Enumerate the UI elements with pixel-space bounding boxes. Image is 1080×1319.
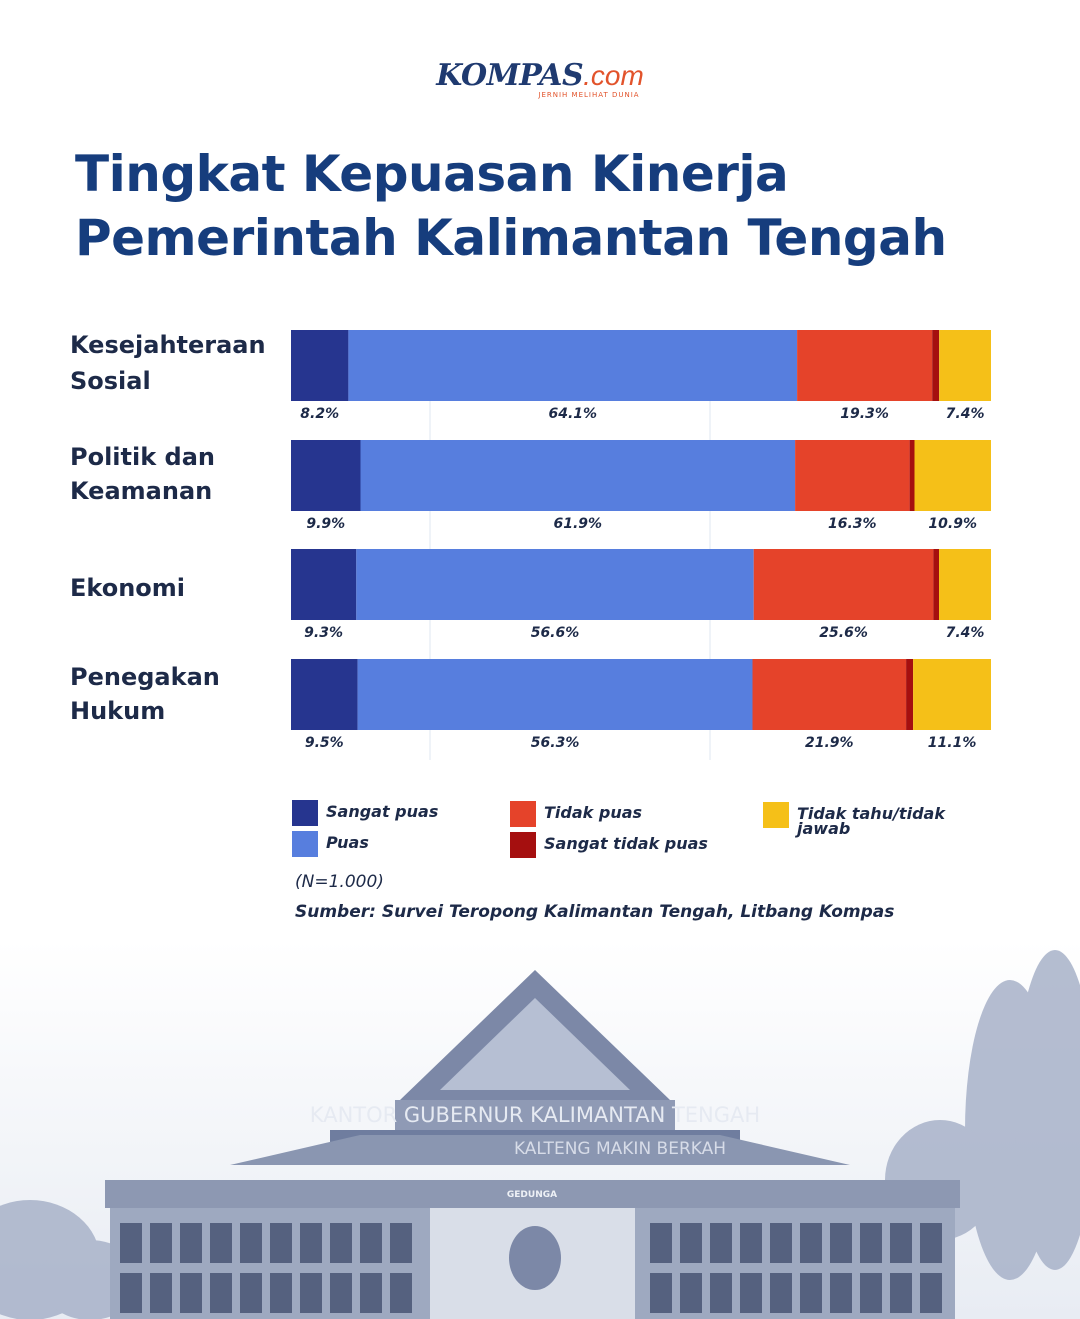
category-label-line: Kesejahteraan: [70, 331, 266, 359]
legend-swatch-tidak-puas: [510, 801, 536, 827]
category-label-line: Politik dan: [70, 443, 216, 471]
legend-swatch-puas: [292, 831, 318, 857]
kompas-logo: KOMPAS.com JERNIH MELIHAT DUNIA: [0, 58, 1080, 99]
bar-penegakan-hukum-sangat-tidak-puas: [906, 659, 914, 730]
legend-item-tidak-puas: Tidak puas: [510, 801, 642, 827]
data-label-politik-dan-keamanan-sangat-puas: 9.9%: [306, 516, 345, 532]
bar-politik-dan-keamanan-puas: [360, 440, 796, 511]
legend-swatch-tidak-tahu: [763, 802, 789, 828]
data-label-ekonomi-sangat-puas: 9.3%: [304, 625, 343, 641]
logo-suffix-text: .com: [583, 60, 644, 91]
legend-item-puas: Puas: [292, 831, 369, 857]
data-label-penegakan-hukum-tidak-tahu-tidak-jawab: 11.1%: [928, 735, 977, 751]
bar-politik-dan-keamanan-tidak-tahu-tidak-jawab: [914, 440, 991, 511]
data-label-politik-dan-keamanan-tidak-puas: 16.3%: [828, 516, 877, 532]
data-label-kesejahteraan-sosial-sangat-puas: 8.2%: [300, 406, 339, 422]
bar-kesejahteraan-sosial-sangat-tidak-puas: [932, 330, 940, 401]
bar-penegakan-hukum-tidak-puas: [752, 659, 907, 730]
legend-item-sangat-tidak-puas: Sangat tidak puas: [510, 832, 708, 858]
photo-sign-line-2: KALTENG MAKIN BERKAH: [514, 1139, 726, 1159]
photo-sign-line-3: GEDUNGA: [507, 1190, 557, 1200]
tree-shape: [0, 950, 1080, 1319]
data-label-kesejahteraan-sosial-puas: 64.1%: [549, 406, 598, 422]
data-label-penegakan-hukum-puas: 56.3%: [531, 735, 580, 751]
data-label-ekonomi-tidak-tahu-tidak-jawab: 7.4%: [946, 625, 985, 641]
legend-label-line: jawab: [797, 819, 851, 838]
legend-label-sangat-puas: Sangat puas: [326, 802, 439, 821]
legend-item-tidak-tahu: Tidak tahu/tidak jawab: [763, 802, 945, 838]
legend-label-tidak-puas: Tidak puas: [544, 803, 643, 822]
legend-label-tidak-tahu: Tidak tahu/tidak jawab: [797, 804, 945, 838]
title-line-2: Pemerintah Kalimantan Tengah: [75, 209, 947, 267]
data-label-penegakan-hukum-tidak-puas: 21.9%: [805, 735, 854, 751]
data-label-kesejahteraan-sosial-tidak-puas: 19.3%: [840, 406, 889, 422]
legend-label-sangat-tidak-puas: Sangat tidak puas: [544, 834, 708, 853]
bar-kesejahteraan-sosial-tidak-tahu-tidak-jawab: [939, 330, 991, 401]
logo-main-text: KOMPAS: [436, 58, 584, 93]
governor-office-photo: KANTOR GUBERNUR KALIMANTAN TENGAH KALTEN…: [0, 940, 1080, 1319]
bar-kesejahteraan-sosial-sangat-puas: [291, 330, 349, 401]
data-label-politik-dan-keamanan-tidak-tahu-tidak-jawab: 10.9%: [928, 516, 977, 532]
category-label-line: Penegakan: [70, 663, 220, 691]
bar-politik-dan-keamanan-sangat-tidak-puas: [909, 440, 915, 511]
category-label-kesejahteraan-sosial: Kesejahteraan Sosial: [70, 327, 285, 399]
category-label-line: Ekonomi: [70, 574, 186, 602]
bar-kesejahteraan-sosial-puas: [348, 330, 798, 401]
category-label-line: Hukum: [70, 697, 166, 725]
category-label-ekonomi: Ekonomi: [70, 570, 285, 606]
source-note: Sumber: Survei Teropong Kalimantan Tenga…: [295, 902, 895, 922]
data-label-kesejahteraan-sosial-tidak-tahu-tidak-jawab: 7.4%: [946, 406, 985, 422]
data-label-penegakan-hukum-sangat-puas: 9.5%: [305, 735, 344, 751]
bar-ekonomi-tidak-tahu-tidak-jawab: [939, 549, 991, 620]
bar-ekonomi-puas: [356, 549, 754, 620]
bar-politik-dan-keamanan-sangat-puas: [291, 440, 361, 511]
category-label-line: Keamanan: [70, 477, 213, 505]
legend-label-puas: Puas: [326, 833, 369, 852]
legend-item-sangat-puas: Sangat puas: [292, 800, 438, 826]
legend-swatch-sangat-puas: [292, 800, 318, 826]
bar-ekonomi-sangat-puas: [291, 549, 357, 620]
data-label-ekonomi-tidak-puas: 25.6%: [819, 625, 868, 641]
category-label-penegakan-hukum: Penegakan Hukum: [70, 660, 285, 728]
category-label-line: Sosial: [70, 367, 151, 395]
title-line-1: Tingkat Kepuasan Kinerja: [75, 145, 789, 203]
bar-penegakan-hukum-tidak-tahu-tidak-jawab: [913, 659, 991, 730]
stacked-bar-chart: 8.2% 64.1% 19.3% 7.4% 9.9% 61.9% 16.3% 10.9% 9.3…: [291, 330, 991, 760]
bar-penegakan-hukum-sangat-puas: [291, 659, 358, 730]
legend-label-line: Tidak tahu/tidak: [797, 804, 945, 823]
category-label-politik-dan-keamanan: Politik dan Keamanan: [70, 440, 285, 508]
chart-title: Tingkat Kepuasan Kinerja Pemerintah Kali…: [75, 142, 1055, 270]
data-label-ekonomi-puas: 56.6%: [531, 625, 580, 641]
data-label-politik-dan-keamanan-puas: 61.9%: [554, 516, 603, 532]
bar-kesejahteraan-sosial-tidak-puas: [797, 330, 933, 401]
sample-size-note: (N=1.000): [295, 872, 384, 892]
building-shape: [105, 970, 960, 1319]
photo-sign-line-1: KANTOR GUBERNUR KALIMANTAN TENGAH: [310, 1103, 760, 1127]
bar-penegakan-hukum-puas: [357, 659, 753, 730]
logo-tagline: JERNIH MELIHAT DUNIA: [538, 91, 640, 99]
bar-ekonomi-sangat-tidak-puas: [933, 549, 939, 620]
legend-swatch-sangat-tidak-puas: [510, 832, 536, 858]
bar-politik-dan-keamanan-tidak-puas: [795, 440, 910, 511]
bar-ekonomi-tidak-puas: [753, 549, 934, 620]
